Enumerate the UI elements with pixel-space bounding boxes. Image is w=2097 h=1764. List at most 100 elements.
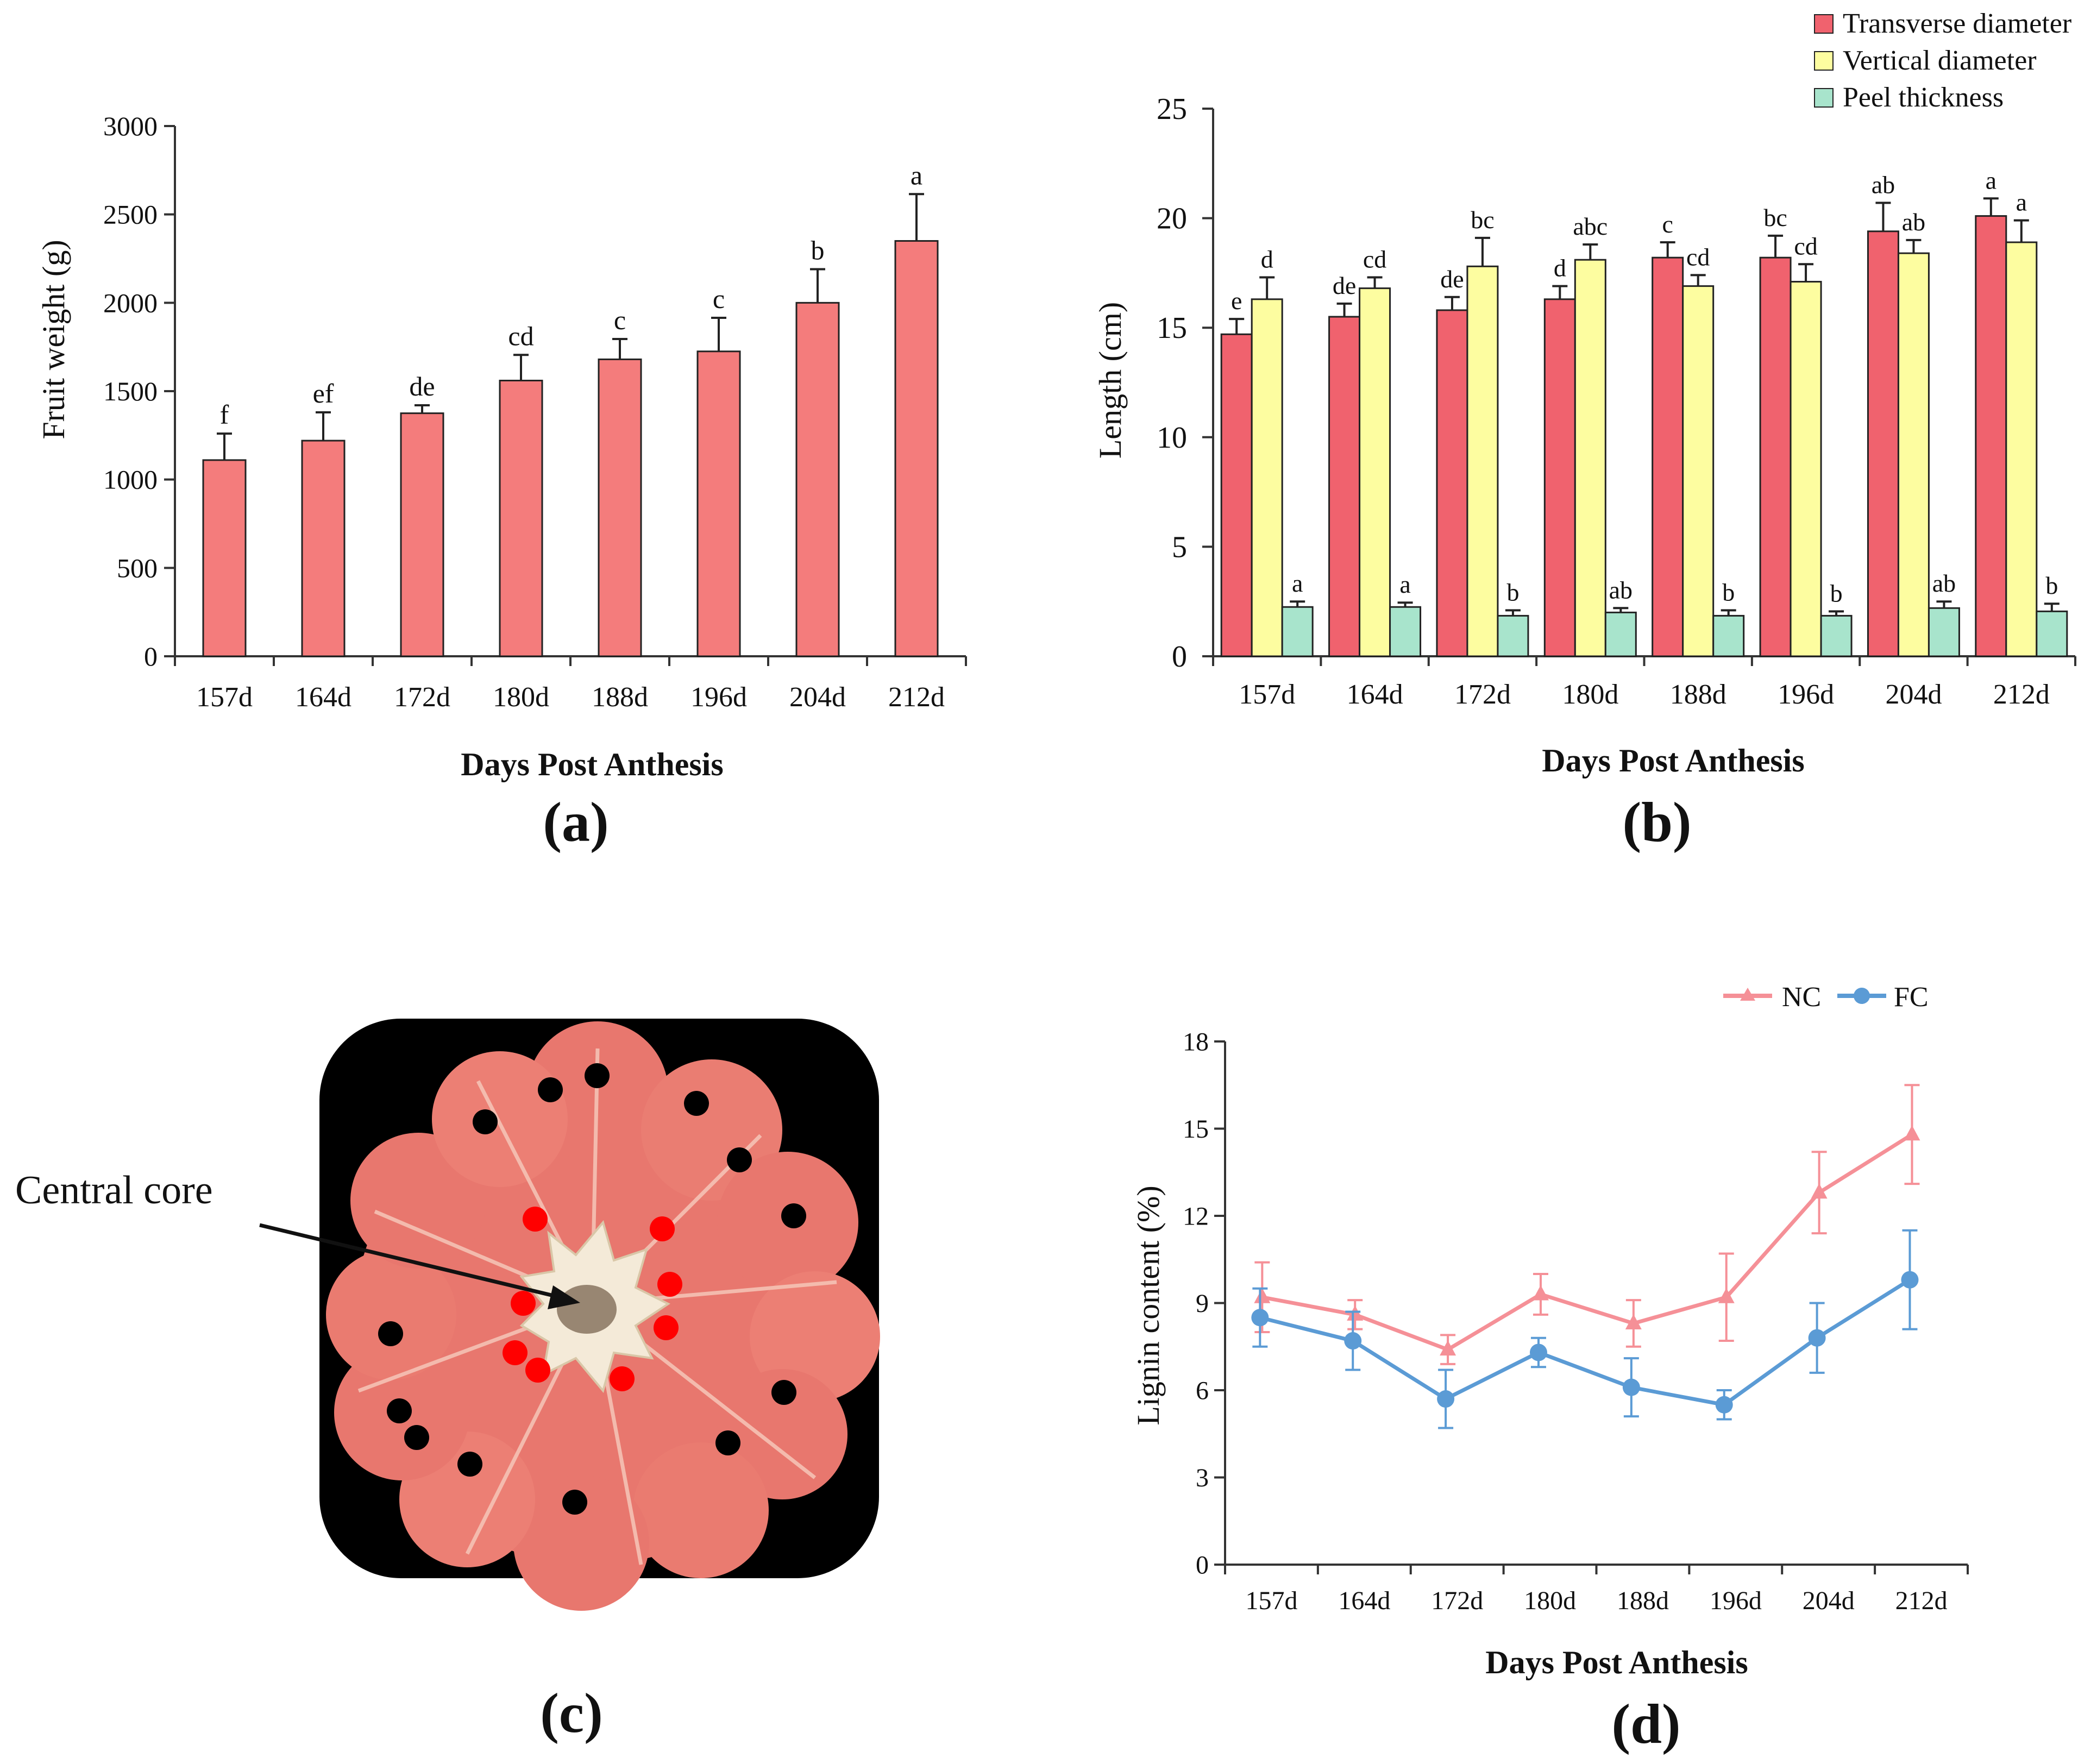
x-tick-label: 157d xyxy=(1239,679,1295,710)
x-tick-label: 180d xyxy=(1524,1586,1576,1615)
bar xyxy=(1574,259,1606,657)
x-tick-label: 157d xyxy=(1245,1586,1297,1615)
significance-letter: b xyxy=(1830,579,1843,607)
data-point-triangle xyxy=(1347,1305,1364,1321)
significance-letter: c xyxy=(1662,210,1673,238)
inner-dot xyxy=(650,1216,675,1241)
outer-dot xyxy=(473,1109,498,1134)
annotation-arrow-line xyxy=(259,1223,566,1301)
significance-letter: ab xyxy=(1932,569,1956,597)
significance-letter: b xyxy=(2045,572,2058,599)
x-tick-label: 157d xyxy=(196,682,253,713)
bar xyxy=(1328,316,1361,657)
y-tick-label: 20 xyxy=(1157,202,1187,236)
chart-b-x-axis-title: Days Post Anthesis xyxy=(1542,743,1804,779)
data-point-triangle xyxy=(1254,1288,1271,1303)
bar xyxy=(2036,610,2068,657)
legend-swatch-vertical xyxy=(1814,51,1834,71)
x-tick-label: 212d xyxy=(1895,1586,1948,1615)
x-tick-label: 172d xyxy=(1454,679,1511,710)
significance-letter: cd xyxy=(508,321,533,351)
x-tick-label: 204d xyxy=(1885,679,1942,710)
y-tick-label: 0 xyxy=(144,641,158,671)
significance-letter: b xyxy=(811,235,825,266)
bar xyxy=(894,240,939,657)
data-point-circle xyxy=(1808,1329,1826,1347)
bar xyxy=(1251,298,1283,657)
bar xyxy=(1604,611,1637,657)
data-point-triangle xyxy=(1904,1125,1920,1141)
outer-dot xyxy=(387,1398,412,1423)
significance-letter: bc xyxy=(1471,206,1494,234)
x-tick-label: 212d xyxy=(1993,679,2050,710)
bar xyxy=(1389,606,1422,657)
panel-label-a: (a) xyxy=(543,791,608,853)
significance-letter: cd xyxy=(1363,245,1386,273)
legend-label-nc: NC xyxy=(1782,982,1821,1013)
bar xyxy=(499,379,543,657)
bar xyxy=(1867,230,1899,657)
chart-a-y-axis-label: Fruit weight (g) xyxy=(36,240,71,439)
significance-letter: a xyxy=(1292,569,1303,597)
x-tick-label: 212d xyxy=(888,682,945,713)
y-tick-label: 3 xyxy=(1196,1464,1209,1492)
bar xyxy=(1928,607,1960,657)
bar xyxy=(1466,265,1499,657)
significance-letter: ab xyxy=(1609,576,1633,604)
legend-circle-icon xyxy=(1854,988,1870,1004)
bar xyxy=(1281,606,1314,657)
bar xyxy=(598,358,642,657)
bar xyxy=(1897,252,1930,657)
legend-triangle-icon xyxy=(1740,988,1755,1001)
panel-label-c: (c) xyxy=(540,1682,602,1744)
x-tick-label: 204d xyxy=(789,682,846,713)
legend-label-peel: Peel thickness xyxy=(1843,82,2004,113)
significance-letter: b xyxy=(1722,578,1735,606)
x-tick-label: 164d xyxy=(1338,1586,1390,1615)
legend-label-transverse: Transverse diameter xyxy=(1843,8,2071,39)
annotation-arrow-head-icon xyxy=(548,1285,580,1309)
x-tick-label: 164d xyxy=(295,682,351,713)
inner-dot xyxy=(657,1272,682,1297)
bar xyxy=(1820,614,1853,657)
significance-letter: a xyxy=(911,160,922,190)
bar xyxy=(795,302,840,657)
x-tick-label: 180d xyxy=(493,682,549,713)
bar xyxy=(1359,287,1391,657)
significance-letter: d xyxy=(1261,245,1273,273)
inner-dot xyxy=(511,1291,536,1316)
significance-letter: bc xyxy=(1763,204,1787,231)
chart-d-x-axis-title: Days Post Anthesis xyxy=(1485,1644,1748,1680)
series-line xyxy=(1261,1133,1913,1352)
outer-dot xyxy=(562,1490,587,1515)
y-tick-label: 2500 xyxy=(103,199,158,230)
significance-letter: de xyxy=(409,371,435,401)
inner-dot xyxy=(525,1358,550,1383)
bar xyxy=(1652,256,1684,657)
x-tick-label: 172d xyxy=(394,682,450,713)
data-point-circle xyxy=(1529,1344,1547,1361)
data-point-triangle xyxy=(1625,1314,1642,1329)
data-point-triangle xyxy=(1440,1340,1456,1356)
inner-sampling-points xyxy=(503,1207,682,1391)
outer-dot xyxy=(727,1147,752,1172)
significance-letter: ef xyxy=(313,378,334,409)
y-tick-label: 500 xyxy=(117,553,158,583)
significance-letter: f xyxy=(220,399,229,430)
y-tick-label: 10 xyxy=(1157,421,1187,455)
chart-b-legend: Transverse diameter Vertical diameter Pe… xyxy=(1814,8,2071,113)
bar xyxy=(1712,614,1745,657)
bar xyxy=(1759,256,1792,657)
bar xyxy=(2005,241,2038,657)
outer-dot xyxy=(404,1425,429,1450)
y-tick-label: 25 xyxy=(1157,92,1187,126)
bar xyxy=(400,412,444,657)
significance-letter: e xyxy=(1231,287,1242,315)
significance-letter: b xyxy=(1506,578,1519,606)
x-tick-label: 196d xyxy=(1778,679,1834,710)
x-tick-label: 188d xyxy=(592,682,648,713)
y-tick-label: 1500 xyxy=(103,376,158,406)
chart-b-y-axis-label: Length (cm) xyxy=(1093,302,1128,459)
outer-dot xyxy=(684,1091,709,1116)
significance-letter: cd xyxy=(1794,232,1817,260)
